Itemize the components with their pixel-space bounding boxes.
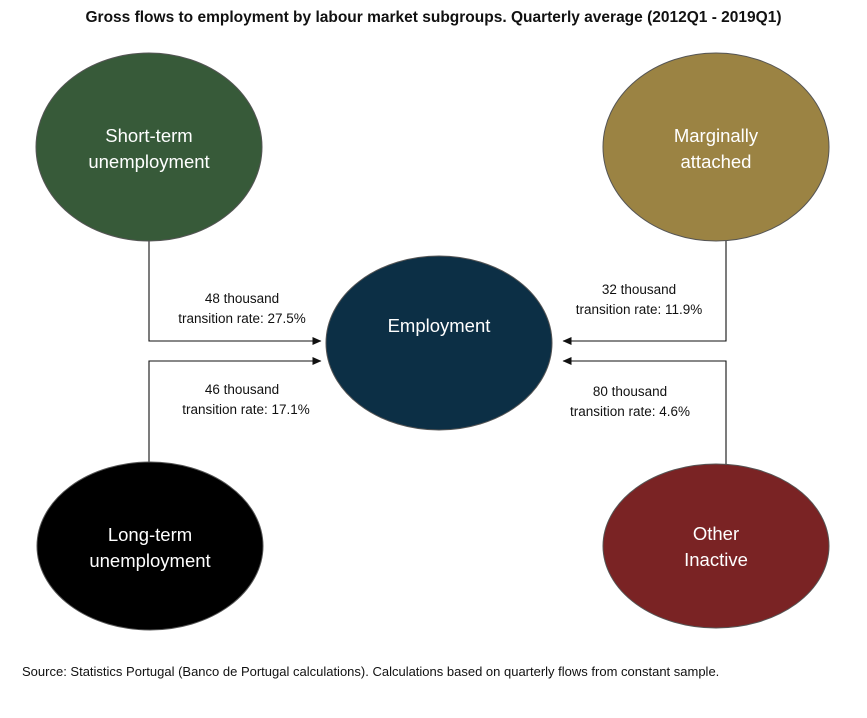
flow-arrow-long-term bbox=[148, 357, 322, 462]
flow-amount-short-term: 48 thousand bbox=[205, 291, 279, 306]
flow-rate-short-term: transition rate: 27.5% bbox=[178, 311, 306, 326]
flow-rate-other: transition rate: 4.6% bbox=[570, 404, 690, 419]
node-label-line: Other bbox=[693, 523, 739, 544]
node-label-line: unemployment bbox=[88, 151, 209, 172]
flow-arrow-marginally bbox=[562, 241, 727, 345]
chart-title: Gross flows to employment by labour mark… bbox=[85, 9, 782, 26]
node-label-line: Inactive bbox=[684, 549, 748, 570]
node-marginally-attached: Marginally attached bbox=[602, 52, 830, 242]
node-long-term-unemployment: Long-term unemployment bbox=[36, 461, 264, 631]
node-label-line: Marginally bbox=[674, 125, 759, 146]
node-label-line: Long-term bbox=[108, 524, 192, 545]
node-label-line: unemployment bbox=[89, 550, 210, 571]
node-label-line: Employment bbox=[388, 315, 491, 336]
flow-amount-other: 80 thousand bbox=[593, 384, 667, 399]
flow-amount-long-term: 46 thousand bbox=[205, 382, 279, 397]
flow-amount-marginally: 32 thousand bbox=[602, 282, 676, 297]
node-other-inactive: Other Inactive bbox=[602, 463, 830, 629]
flow-rate-marginally: transition rate: 11.9% bbox=[576, 302, 703, 317]
node-short-term-unemployment: Short-term unemployment bbox=[35, 52, 263, 242]
flow-arrow-short-term bbox=[148, 241, 322, 345]
node-label-line: attached bbox=[681, 151, 752, 172]
flow-rate-long-term: transition rate: 17.1% bbox=[182, 402, 310, 417]
source-note: Source: Statistics Portugal (Banco de Po… bbox=[22, 664, 720, 679]
node-label-line: Short-term bbox=[105, 125, 192, 146]
node-employment: Employment bbox=[325, 255, 553, 431]
flow-arrow-other bbox=[562, 357, 727, 465]
